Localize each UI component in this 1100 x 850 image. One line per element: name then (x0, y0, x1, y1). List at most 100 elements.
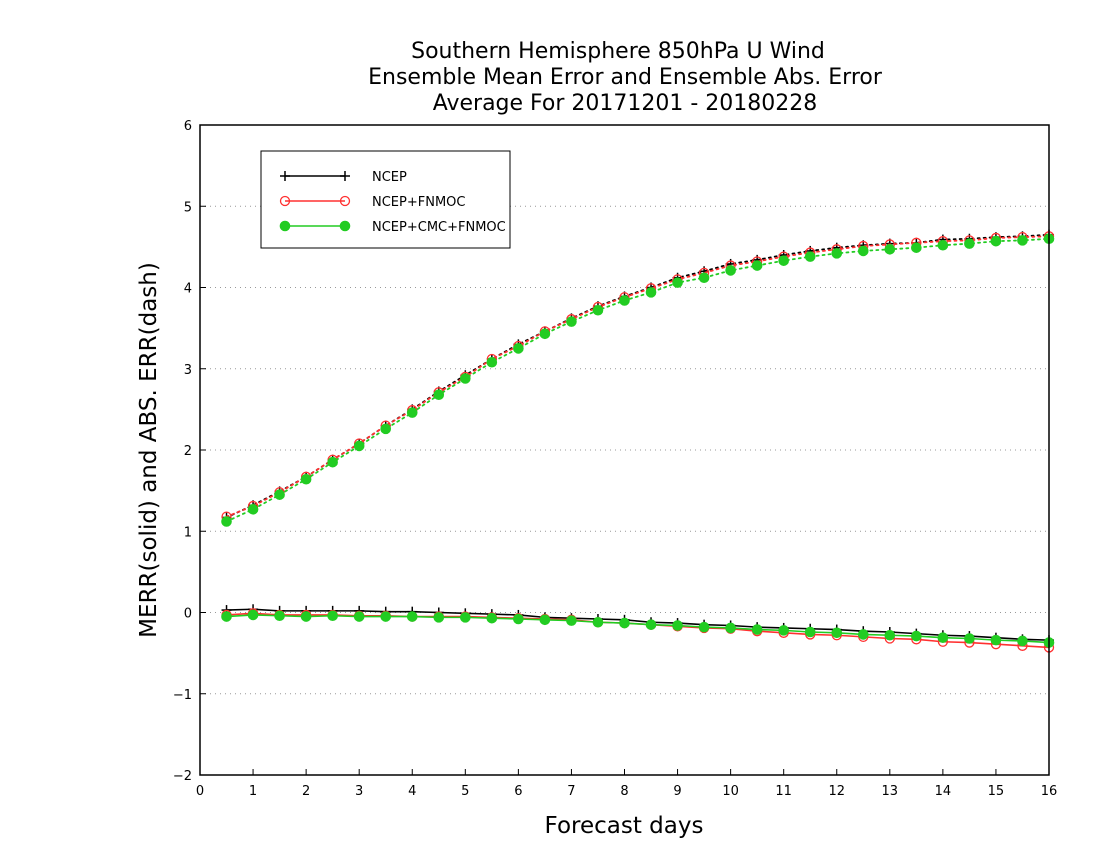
merr-point (964, 633, 975, 644)
legend-marker-start (279, 220, 291, 232)
legend-marker-end (339, 195, 351, 207)
merr-point (460, 612, 471, 623)
x-tick-label: 6 (514, 784, 522, 799)
abs-err-point (539, 328, 551, 340)
merr-point (884, 629, 896, 641)
y-tick-label: 1 (184, 525, 192, 540)
x-tick-label: 3 (355, 784, 363, 799)
series-1 (221, 231, 1055, 653)
y-tick-label: 3 (184, 363, 192, 378)
merr-point (380, 611, 392, 622)
x-tick-label: 16 (1041, 784, 1058, 799)
merr-point (831, 627, 843, 639)
merr-point (804, 626, 816, 638)
series-2 (221, 233, 1055, 648)
abs-err-point (433, 389, 445, 401)
merr-point (698, 621, 710, 633)
x-axis-label: Forecast days (545, 813, 704, 839)
x-tick-label: 10 (722, 784, 739, 799)
x-tick-label: 15 (988, 784, 1005, 799)
abs-err-point (672, 277, 683, 288)
abs-err-point (831, 248, 843, 259)
abs-err-point (1017, 235, 1028, 246)
legend-marker-end (339, 220, 351, 232)
merr-point (221, 611, 232, 622)
legend-marker-start (280, 171, 290, 181)
abs-err-point (778, 255, 789, 266)
legend-box (260, 150, 511, 249)
y-tick-label: 6 (184, 119, 192, 134)
abs-err-point (698, 272, 710, 284)
series-merr-line (226, 614, 1050, 644)
abs-err-point (247, 504, 259, 515)
chart-title-line-2: Ensemble Mean Error and Ensemble Abs. Er… (368, 65, 883, 90)
chart-title-line-1: Southern Hemisphere 850hPa U Wind (411, 39, 825, 64)
merr-point (725, 622, 736, 634)
abs-err-point (911, 242, 922, 253)
abs-err-point (937, 239, 949, 251)
legend-label: NCEP (372, 170, 407, 185)
merr-point (937, 632, 949, 643)
x-tick-label: 0 (196, 784, 204, 799)
series-abs-err-line (225, 237, 1050, 523)
series-merr-line (226, 612, 1050, 649)
y-tick-label: 5 (184, 200, 192, 215)
y-tick-label: −2 (173, 769, 192, 784)
abs-err-point (513, 343, 524, 354)
abs-err-point (221, 516, 232, 527)
abs-err-point (327, 456, 338, 468)
abs-err-point (619, 295, 630, 306)
merr-point (300, 611, 312, 622)
x-tick-label: 7 (567, 784, 575, 799)
x-tick-label: 4 (408, 784, 416, 799)
x-tick-label: 9 (673, 784, 681, 799)
x-tick-label: 14 (935, 784, 952, 799)
x-tick-label: 13 (882, 784, 899, 799)
merr-point (247, 609, 259, 621)
abs-err-point (990, 235, 1002, 247)
legend-marker-start (279, 195, 291, 207)
x-tick-label: 8 (620, 784, 628, 799)
merr-point (513, 613, 524, 625)
abs-err-point (274, 489, 285, 500)
merr-point (857, 629, 869, 640)
abs-err-point (300, 473, 312, 485)
y-axis-label: MERR(solid) and ABS. ERR(dash) (136, 262, 162, 638)
merr-point (566, 615, 577, 626)
merr-point (1017, 635, 1028, 647)
merr-point (911, 630, 922, 642)
chart-title-line-3: Average For 20171201 - 20180228 (433, 91, 818, 116)
legend-marker-end (340, 171, 350, 181)
abs-err-point (353, 440, 365, 452)
y-tick-label: 2 (184, 444, 192, 459)
merr-point (274, 610, 285, 622)
series-abs-err-line (225, 235, 1050, 518)
legend: NCEP NCEP+FNMOC NCEP+CMC+FNMOC (260, 150, 511, 249)
abs-err-point (884, 244, 896, 255)
merr-point (751, 624, 763, 635)
x-tick-label: 12 (828, 784, 845, 799)
x-tick-label: 11 (775, 784, 792, 799)
series-layer (221, 229, 1055, 653)
abs-err-point (460, 373, 471, 384)
x-tick-label: 1 (249, 784, 257, 799)
abs-err-point (964, 238, 975, 249)
series-abs-err-line (225, 233, 1050, 519)
x-tick-label: 5 (461, 784, 469, 799)
y-tick-label: 4 (184, 282, 192, 297)
series-merr-line (226, 608, 1050, 641)
legend-label: NCEP+FNMOC (372, 195, 465, 210)
merr-point (672, 620, 683, 631)
merr-point (619, 617, 630, 629)
x-tick-label: 2 (302, 784, 310, 799)
merr-point (778, 625, 789, 636)
abs-err-point (380, 423, 392, 435)
merr-point (645, 619, 657, 630)
abs-err-point (751, 260, 763, 271)
abs-err-point (486, 356, 498, 368)
merr-point (327, 610, 338, 622)
abs-err-point (804, 251, 816, 262)
abs-err-point (857, 245, 869, 257)
